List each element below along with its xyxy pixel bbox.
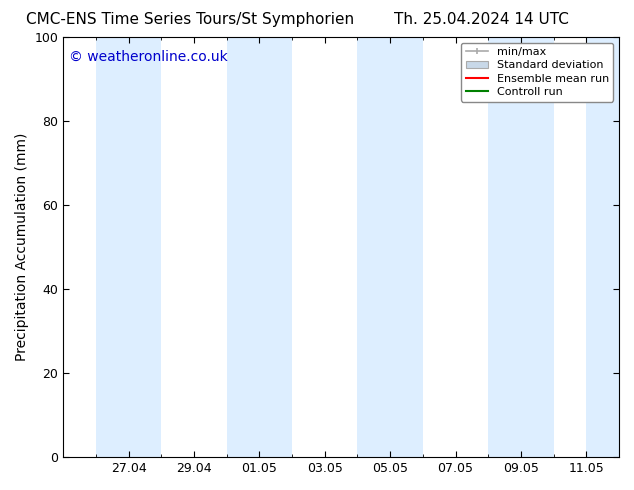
- Bar: [586, 37, 619, 457]
- Bar: [96, 37, 162, 457]
- Text: Th. 25.04.2024 14 UTC: Th. 25.04.2024 14 UTC: [394, 12, 569, 27]
- Legend: min/max, Standard deviation, Ensemble mean run, Controll run: min/max, Standard deviation, Ensemble me…: [461, 43, 614, 101]
- Bar: [358, 37, 423, 457]
- Y-axis label: Precipitation Accumulation (mm): Precipitation Accumulation (mm): [15, 133, 29, 361]
- Bar: [488, 37, 553, 457]
- Bar: [227, 37, 292, 457]
- Text: CMC-ENS Time Series Tours/St Symphorien: CMC-ENS Time Series Tours/St Symphorien: [26, 12, 354, 27]
- Text: © weatheronline.co.uk: © weatheronline.co.uk: [69, 50, 228, 64]
